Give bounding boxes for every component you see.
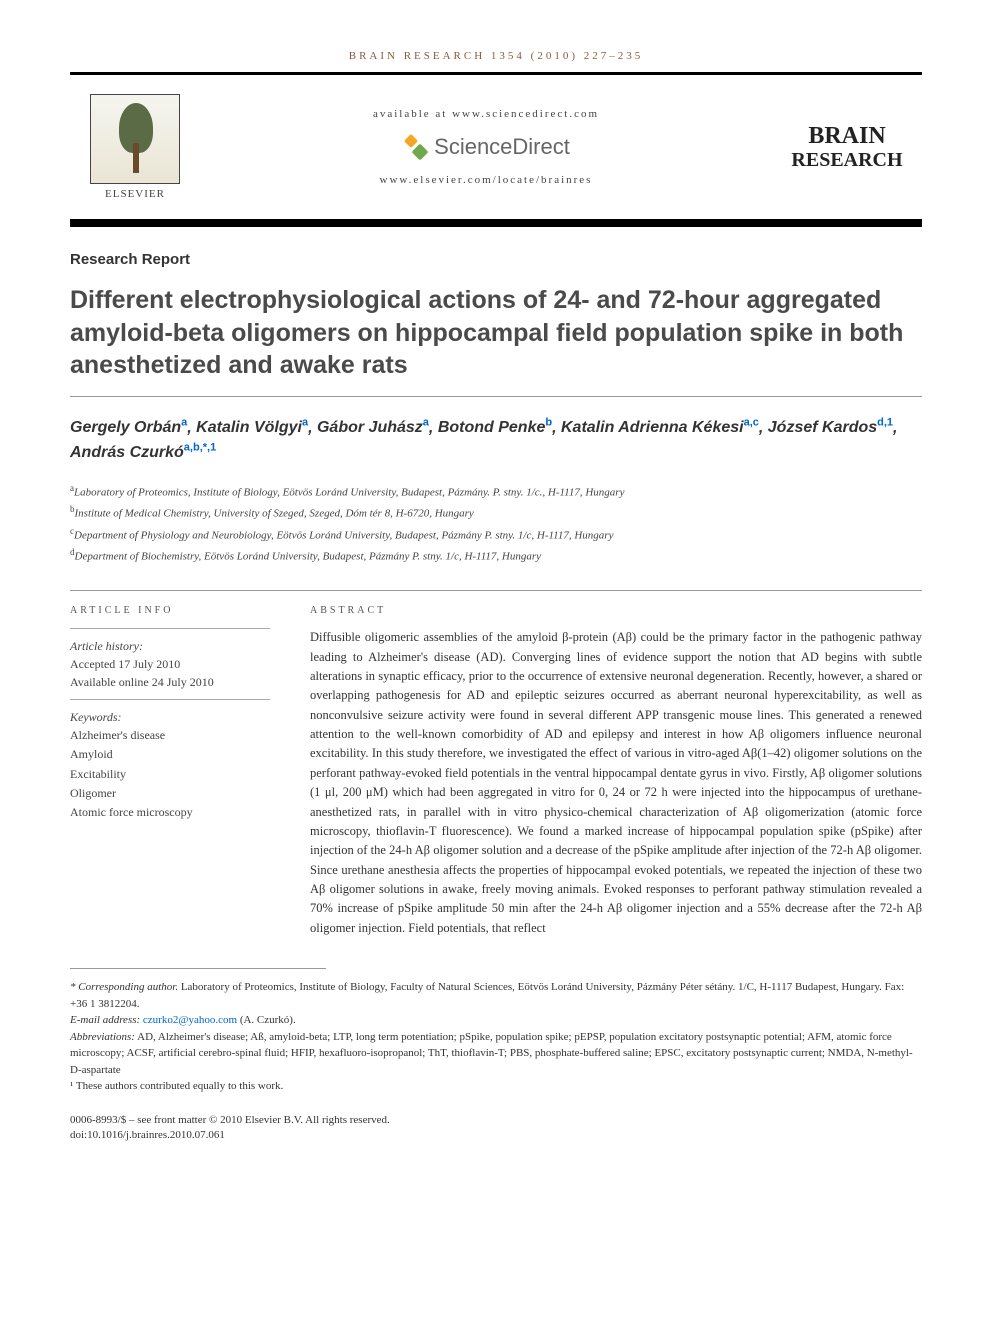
keywords-label: Keywords: — [70, 708, 270, 726]
elsevier-label: ELSEVIER — [105, 188, 165, 200]
accepted-date: Accepted 17 July 2010 — [70, 655, 270, 673]
article-info-column: ARTICLE INFO Article history: Accepted 1… — [70, 605, 270, 938]
article-type: Research Report — [70, 251, 922, 268]
doi-line: doi:10.1016/j.brainres.2010.07.061 — [70, 1128, 922, 1143]
rule-thick — [70, 219, 922, 227]
journal-title-logo: BRAIN RESEARCH — [782, 123, 912, 171]
equal-contrib: ¹ These authors contributed equally to t… — [70, 1078, 922, 1095]
article-info-label: ARTICLE INFO — [70, 605, 270, 616]
author: Botond Penkeb — [438, 419, 552, 436]
author: Gergely Orbána — [70, 419, 187, 436]
two-column-layout: ARTICLE INFO Article history: Accepted 1… — [70, 605, 922, 938]
keyword: Oligomer — [70, 784, 270, 803]
author-aff-sup[interactable]: a — [423, 417, 429, 429]
keyword: Amyloid — [70, 745, 270, 764]
online-date: Available online 24 July 2010 — [70, 673, 270, 691]
rule-title — [70, 396, 922, 397]
available-at-text: available at www.sciencedirect.com — [190, 108, 782, 120]
author: Katalin Völgyia — [196, 419, 308, 436]
journal-line1: BRAIN — [782, 123, 912, 149]
author: Gábor Juhásza — [317, 419, 429, 436]
header-row: ELSEVIER available at www.sciencedirect.… — [70, 87, 922, 219]
elsevier-logo: ELSEVIER — [80, 87, 190, 207]
email-author: (A. Czurkó). — [240, 1014, 296, 1026]
corresponding-text: Laboratory of Proteomics, Institute of B… — [70, 981, 904, 1010]
author: József Kardosd,1 — [768, 419, 893, 436]
affiliation: cDepartment of Physiology and Neurobiolo… — [70, 524, 922, 545]
keyword: Excitability — [70, 765, 270, 784]
copyright-block: 0006-8993/$ – see front matter © 2010 El… — [70, 1113, 922, 1144]
footnotes: * Corresponding author. Laboratory of Pr… — [70, 979, 922, 1095]
rule-footer — [70, 968, 326, 969]
keywords-block: Keywords: Alzheimer's diseaseAmyloidExci… — [70, 708, 270, 822]
copyright-line1: 0006-8993/$ – see front matter © 2010 El… — [70, 1113, 922, 1128]
abbrev-label: Abbreviations: — [70, 1031, 135, 1043]
author-aff-sup[interactable]: b — [545, 417, 552, 429]
rule-info — [70, 590, 922, 591]
author: András Czurkóa,b,*,1 — [70, 444, 216, 461]
affiliation: bInstitute of Medical Chemistry, Univers… — [70, 502, 922, 523]
abbrev-text: AD, Alzheimer's disease; Aß, amyloid-bet… — [70, 1031, 913, 1076]
rule-top — [70, 72, 922, 75]
article-history: Article history: Accepted 17 July 2010 A… — [70, 637, 270, 691]
rule-left-2 — [70, 699, 270, 700]
abstract-text: Diffusible oligomeric assemblies of the … — [310, 628, 922, 938]
author-aff-sup[interactable]: a — [181, 417, 187, 429]
journal-line2: RESEARCH — [782, 149, 912, 171]
sciencedirect-icon — [402, 134, 428, 160]
author-aff-sup[interactable]: d,1 — [877, 417, 893, 429]
affiliations-list: aLaboratory of Proteomics, Institute of … — [70, 481, 922, 566]
keyword: Atomic force microscopy — [70, 803, 270, 822]
affiliation: aLaboratory of Proteomics, Institute of … — [70, 481, 922, 502]
affiliation: dDepartment of Biochemistry, Eötvös Lorá… — [70, 545, 922, 566]
keyword: Alzheimer's disease — [70, 726, 270, 745]
author-aff-sup[interactable]: a — [302, 417, 308, 429]
abstract-label: ABSTRACT — [310, 605, 922, 616]
author-aff-sup[interactable]: a,c — [744, 417, 759, 429]
history-label: Article history: — [70, 637, 270, 655]
article-title: Different electrophysiological actions o… — [70, 284, 922, 382]
sciencedirect-text: ScienceDirect — [434, 134, 570, 160]
rule-left-1 — [70, 628, 270, 629]
abstract-column: ABSTRACT Diffusible oligomeric assemblie… — [310, 605, 922, 938]
email-label: E-mail address: — [70, 1014, 140, 1026]
author: Katalin Adrienna Kékesia,c — [561, 419, 759, 436]
elsevier-tree-icon — [90, 94, 180, 184]
sciencedirect-logo[interactable]: ScienceDirect — [402, 134, 570, 160]
email-link[interactable]: czurko2@yahoo.com — [143, 1014, 237, 1026]
header-center: available at www.sciencedirect.com Scien… — [190, 108, 782, 186]
corresponding-label: * Corresponding author. — [70, 981, 178, 993]
email-line: E-mail address: czurko2@yahoo.com (A. Cz… — [70, 1012, 922, 1029]
abbreviations-line: Abbreviations: AD, Alzheimer's disease; … — [70, 1029, 922, 1079]
citation-header: BRAIN RESEARCH 1354 (2010) 227–235 — [70, 50, 922, 62]
keywords-list: Alzheimer's diseaseAmyloidExcitabilityOl… — [70, 726, 270, 822]
authors-list: Gergely Orbána, Katalin Völgyia, Gábor J… — [70, 415, 922, 466]
page-container: BRAIN RESEARCH 1354 (2010) 227–235 ELSEV… — [0, 0, 992, 1193]
locate-url[interactable]: www.elsevier.com/locate/brainres — [190, 174, 782, 186]
corresponding-author: * Corresponding author. Laboratory of Pr… — [70, 979, 922, 1012]
author-aff-sup[interactable]: a,b,*,1 — [184, 442, 216, 454]
journal-logo: BRAIN RESEARCH — [782, 123, 912, 171]
